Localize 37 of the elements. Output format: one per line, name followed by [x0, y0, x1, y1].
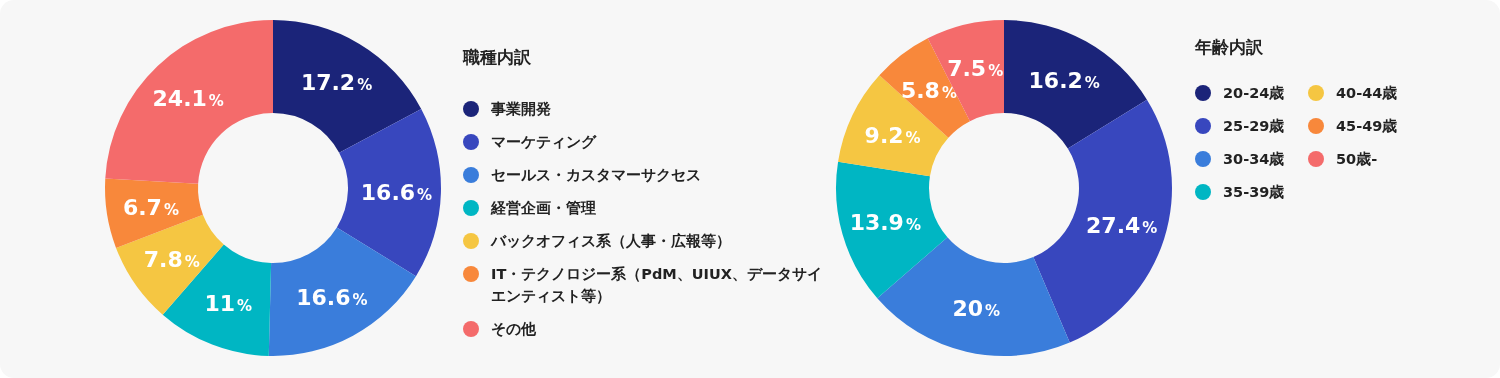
data-label: 16.6% — [360, 179, 433, 205]
data-label: 20% — [952, 296, 1001, 322]
data-label: 27.4% — [1086, 213, 1158, 239]
donut-slice — [1033, 99, 1172, 343]
donut-slice — [105, 20, 273, 184]
legend-label: 25-29歳 — [1223, 117, 1286, 136]
donut-slice — [1004, 20, 1147, 149]
legend-label: 事業開発 — [491, 100, 552, 119]
data-label: 6.7% — [122, 194, 179, 220]
legend-label: マーケティング — [491, 133, 598, 152]
donut-slice — [105, 178, 203, 248]
data-label: 11% — [204, 291, 253, 317]
legend-label: セールス・カスタマーサクセス — [491, 166, 702, 185]
donut-slice — [336, 108, 441, 277]
legend-label: 経営企画・管理 — [491, 199, 597, 218]
data-label: 24.1% — [152, 86, 224, 112]
legend-title: 職種内訳 — [463, 46, 531, 69]
donut-slice — [836, 161, 948, 299]
data-label: 13.9% — [849, 210, 921, 236]
legend-label: IT・テクノロジー系（PdM、UIUX、データサイエンティスト等） — [491, 265, 823, 306]
legend-label: 30-34歳 — [1223, 150, 1286, 169]
data-label: 17.2% — [300, 70, 373, 96]
data-label: 16.2% — [1028, 68, 1100, 94]
donut-slice — [877, 237, 1070, 356]
legend-label: 35-39歳 — [1223, 183, 1286, 202]
donut-slice — [273, 20, 422, 153]
data-label: 16.6% — [296, 284, 368, 310]
legend-label: 45-49歳 — [1336, 117, 1399, 136]
legend-title: 年齢内訳 — [1195, 36, 1263, 59]
legend-label: 40-44歳 — [1336, 84, 1399, 103]
data-label: 9.2% — [864, 122, 921, 148]
legend-label: その他 — [491, 320, 537, 339]
data-label: 7.8% — [143, 246, 200, 272]
legend-label: 20-24歳 — [1223, 84, 1286, 103]
donut-slice — [268, 227, 416, 356]
legend-label: バックオフィス系（人事・広報等） — [491, 232, 732, 251]
legend-label: 50歳- — [1336, 150, 1379, 169]
